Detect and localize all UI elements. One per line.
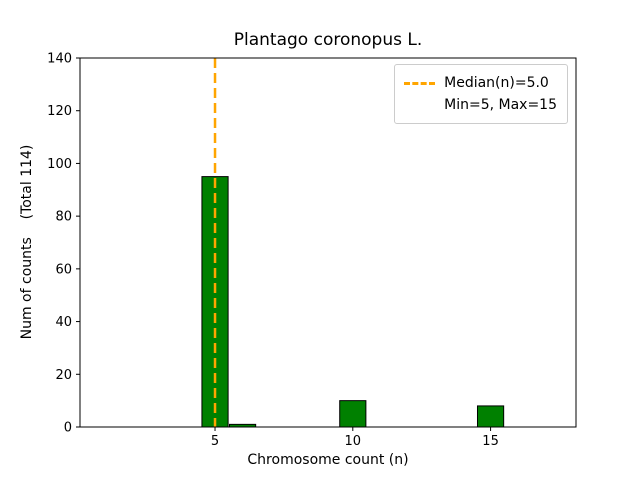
legend-label: Min=5, Max=15 [444,97,557,113]
y-tick-label: 80 [55,210,72,225]
axes-box [79,57,577,428]
x-tick-label: 5 [211,434,219,449]
bar [339,400,367,428]
y-tick-label: 120 [47,104,72,119]
y-tick-label: 20 [55,368,72,383]
y-tick-label: 60 [55,262,72,277]
y-tick-label: 0 [64,421,72,436]
bar [476,405,505,428]
y-tick-label: 40 [55,315,72,330]
chart-title: Plantago coronopus L. [233,30,423,50]
x-tick-label: 10 [345,434,362,449]
legend-entry: Median(n)=5.0 [404,72,557,94]
legend: Median(n)=5.0 Min=5, Max=15 [394,64,568,124]
legend-entry: Min=5, Max=15 [404,94,557,116]
legend-spacer [404,104,435,107]
y-tick-label: 100 [47,157,72,172]
x-tick-label: 15 [482,434,499,449]
y-tick-label: 140 [47,52,72,67]
legend-label: Median(n)=5.0 [444,75,549,91]
x-axis-label: Chromosome count (n) [247,452,409,468]
dashed-line-icon [404,81,436,85]
